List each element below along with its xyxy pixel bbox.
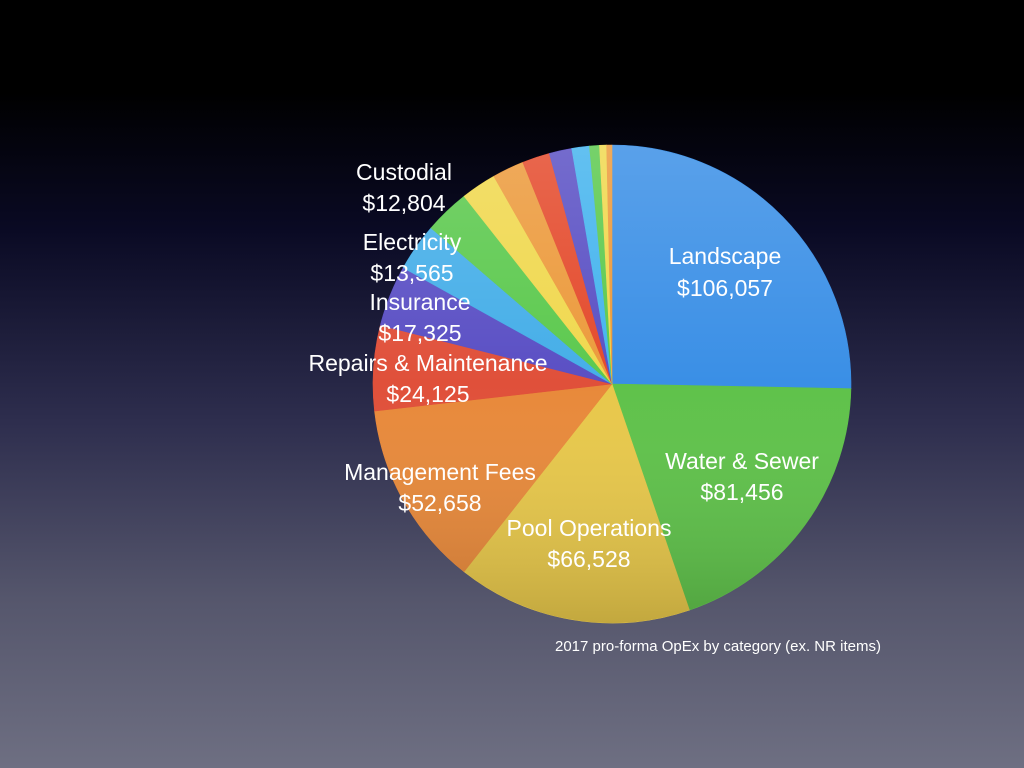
label-insurance-name: Insurance bbox=[369, 289, 470, 315]
label-landscape-name: Landscape bbox=[669, 243, 782, 269]
label-electricity-name: Electricity bbox=[363, 229, 462, 255]
label-management-fees-value: $52,658 bbox=[398, 490, 481, 516]
chart-caption: 2017 pro-forma OpEx by category (ex. NR … bbox=[555, 638, 881, 655]
label-insurance-value: $17,325 bbox=[378, 320, 461, 346]
label-landscape-value: $106,057 bbox=[677, 275, 773, 301]
label-water-sewer-name: Water & Sewer bbox=[665, 448, 819, 474]
label-management-fees-name: Management Fees bbox=[344, 459, 536, 485]
label-repairs-maintenance-name: Repairs & Maintenance bbox=[308, 350, 547, 376]
label-electricity-value: $13,565 bbox=[370, 260, 453, 286]
label-custodial-name: Custodial bbox=[356, 159, 452, 185]
label-repairs-maintenance-value: $24,125 bbox=[386, 381, 469, 407]
label-water-sewer-value: $81,456 bbox=[700, 479, 783, 505]
label-pool-operations-value: $66,528 bbox=[547, 546, 630, 572]
label-pool-operations-name: Pool Operations bbox=[507, 515, 672, 541]
label-custodial-value: $12,804 bbox=[362, 190, 445, 216]
pie-labels: Landscape $106,057 Water & Sewer $81,456… bbox=[308, 159, 819, 572]
